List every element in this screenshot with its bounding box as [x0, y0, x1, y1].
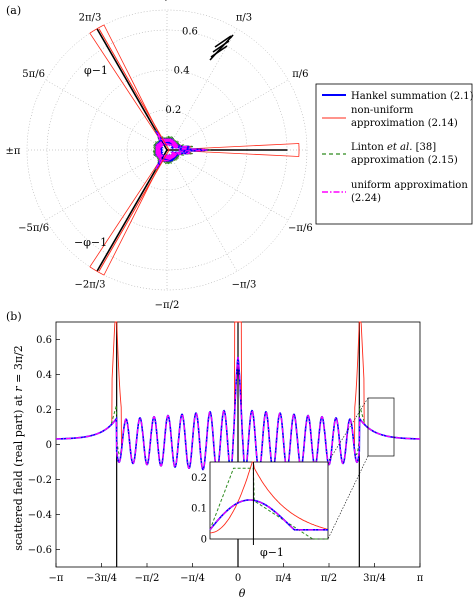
y-tick-label-2: 0.2: [36, 405, 52, 416]
y-tick-label-3: 0: [46, 440, 52, 451]
x-tick-label-4: 0: [235, 573, 241, 584]
panel-b-label: (b): [6, 310, 22, 323]
polar-curves: [89, 24, 300, 276]
polar-series-linton: [152, 128, 212, 172]
legend: Hankel summation (2.1) non-uniform appro…: [315, 83, 474, 225]
y-tick-label-1: 0.4: [36, 370, 52, 381]
polar-spoke-8: [45, 149, 168, 221]
polar-angle-tick-10: 5π/6: [22, 69, 45, 80]
polar-spoke-4: [166, 149, 289, 221]
y-tick-label-4: −0.2: [28, 475, 52, 486]
inset-plot: 0.2 0.1 0 φ−1: [191, 461, 329, 559]
polar-angle-tick-7: −2π/3: [74, 279, 105, 290]
polar-angle-tick-11: 2π/3: [79, 13, 102, 24]
legend-item-uniform: uniform approximation (2.24): [351, 180, 471, 204]
zoom-box: [367, 397, 395, 457]
polar-radial-tick-1: 0.4: [174, 66, 190, 77]
polar-angle-tick-1: π/3: [236, 13, 252, 24]
y-tick-label-0: 0.6: [36, 335, 52, 346]
polar-nonuniform-tail-1: [98, 149, 170, 272]
panel-a-label: (a): [6, 4, 21, 17]
inset-series-linton: [209, 467, 328, 540]
inset-y-tick-0: 0.2: [191, 473, 207, 484]
series-nonuniform: [56, 321, 420, 473]
x-tick-label-5: π/4: [275, 573, 291, 584]
x-tick-label-3: −π/4: [180, 573, 205, 584]
phi-label: φ−1: [84, 64, 108, 77]
polar-plot: π/2π/3π/60−π/6−π/3−π/2−2π/3−5π/6±π5π/62π…: [6, 0, 325, 311]
inset-y-ticks: 0.2 0.1 0: [191, 473, 207, 546]
inset-series-nonuniform: [210, 461, 329, 534]
polar-radial-tick-2: 0.6: [182, 27, 198, 38]
y-tick-label-5: −0.4: [28, 510, 52, 521]
zoom-connector-top: [327, 397, 369, 463]
polar-angle-tick-0: π/2: [159, 0, 175, 3]
polar-angle-tick-5: −π/3: [232, 279, 257, 290]
x-tick-label-6: π/2: [321, 573, 337, 584]
y-tick-label-6: −0.6: [28, 545, 52, 556]
polar-angle-tick-4: −π/6: [288, 223, 313, 234]
x-tick-label-8: π: [417, 573, 424, 584]
polar-series-nonuniform: [89, 24, 300, 276]
inset-curves: [209, 461, 329, 545]
inset-series-uniform: [209, 499, 328, 531]
polar-series-uniform: [155, 130, 208, 170]
zoom-connector-bottom: [327, 455, 369, 540]
x-tick-label-2: −π/2: [135, 573, 160, 584]
legend-item-linton: Linton et al. [38] approximation (2.15): [351, 142, 458, 166]
polar-radial-ticks: 0.2 0.4 0.6: [165, 27, 198, 116]
inset-frame: [209, 461, 329, 540]
x-tick-label-0: −π: [49, 573, 64, 584]
polar-radial-tick-0: 0.2: [165, 105, 181, 116]
polar-angle-ticks: π/2π/3π/60−π/6−π/3−π/2−2π/3−5π/6±π5π/62π…: [6, 0, 325, 311]
inset-phi-label: φ−1: [260, 546, 284, 559]
y-ticks: 0.6 0.4 0.2 0 −0.2 −0.4 −0.6: [28, 335, 60, 556]
legend-box: [315, 83, 473, 225]
legend-item-nonuniform: non-uniform approximation (2.14): [351, 105, 458, 129]
polar-circle-3: [26, 9, 308, 291]
inset-y-tick-1: 0.1: [191, 504, 207, 515]
x-ticks: −π −3π/4 −π/2 −π/4 0 π/4 π/2 3π/4 π: [49, 563, 424, 584]
polar-angle-tick-8: −5π/6: [18, 223, 49, 234]
line-plot: 0.6 0.4 0.2 0 −0.2 −0.4 −0.6 −π −3π/4 −π/2 −π/4 0 π…: [12, 321, 424, 600]
minus-phi-label: −φ−1: [74, 236, 107, 249]
polar-spoke-5: [166, 149, 238, 272]
series-uniform: [56, 356, 420, 474]
polar-angle-tick-2: π/6: [292, 69, 308, 80]
polar-angle-tick-9: ±π: [6, 146, 21, 157]
polar-spoke-2: [166, 79, 289, 151]
legend-item-hankel: Hankel summation (2.1): [351, 91, 474, 102]
polar-spoke-1: [166, 28, 238, 151]
wedge-hatch-icon: [209, 34, 234, 61]
line-curves: [56, 321, 420, 567]
polar-angle-tick-6: −π/2: [155, 300, 180, 311]
polar-spoke-10: [45, 79, 168, 151]
x-tick-label-1: −3π/4: [86, 573, 117, 584]
x-tick-label-7: 3π/4: [363, 573, 386, 584]
inset-y-tick-2: 0: [201, 535, 207, 546]
y-axis-label: scattered field (real part) at r = 3π/2: [12, 345, 25, 551]
polar-nonuniform-tail-0: [98, 28, 170, 151]
x-axis-label: θ: [239, 587, 246, 600]
